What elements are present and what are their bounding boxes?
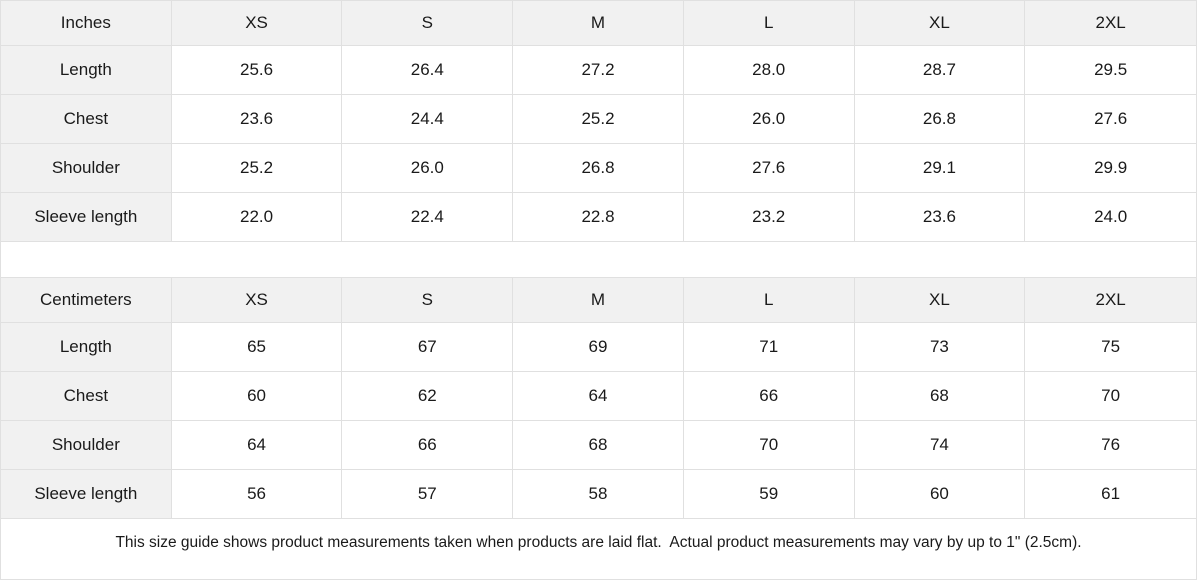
measurement-cell: 27.2 (513, 46, 684, 95)
measurement-cell: 26.8 (513, 144, 684, 193)
measurement-cell: 59 (683, 470, 855, 519)
unit-header: Inches (1, 1, 172, 46)
measurement-cell: 22.0 (171, 193, 343, 242)
measurement-cell: 75 (1025, 323, 1196, 372)
measurement-cell: 26.8 (854, 95, 1026, 144)
measurement-cell: 64 (513, 372, 684, 421)
table-spacer (1, 242, 1196, 278)
measurement-cell: 58 (513, 470, 684, 519)
size-column-header: S (342, 1, 514, 46)
measurement-cell: 61 (1025, 470, 1196, 519)
row-label: Length (1, 323, 172, 372)
measurement-cell: 60 (854, 470, 1026, 519)
row-label: Length (1, 46, 172, 95)
measurement-cell: 26.0 (683, 95, 855, 144)
measurement-cell: 26.4 (342, 46, 514, 95)
measurement-cell: 62 (342, 372, 514, 421)
measurement-cell: 69 (513, 323, 684, 372)
size-column-header: L (683, 1, 855, 46)
measurement-cell: 70 (1025, 372, 1196, 421)
measurement-cell: 76 (1025, 421, 1196, 470)
unit-header: Centimeters (1, 278, 172, 323)
size-column-header: M (513, 1, 684, 46)
measurement-cell: 73 (854, 323, 1026, 372)
measurement-cell: 25.6 (171, 46, 343, 95)
size-column-header: XL (854, 278, 1026, 323)
measurement-cell: 29.9 (1025, 144, 1196, 193)
measurement-cell: 56 (171, 470, 343, 519)
measurement-cell: 66 (342, 421, 514, 470)
row-label: Sleeve length (1, 193, 172, 242)
size-column-header: M (513, 278, 684, 323)
row-label: Shoulder (1, 144, 172, 193)
measurement-cell: 24.4 (342, 95, 514, 144)
measurement-cell: 22.4 (342, 193, 514, 242)
measurement-cell: 23.6 (171, 95, 343, 144)
row-label: Chest (1, 95, 172, 144)
measurement-cell: 64 (171, 421, 343, 470)
measurement-cell: 70 (683, 421, 855, 470)
size-table-centimeters: Centimeters XS S M L XL 2XL Length 65 67 69 71 73 75 C… (1, 278, 1196, 519)
size-column-header: 2XL (1025, 1, 1196, 46)
measurement-cell: 22.8 (513, 193, 684, 242)
measurement-cell: 28.7 (854, 46, 1026, 95)
size-table-inches: Inches XS S M L XL 2XL Length 25.6 26.4 27.2 28.0 28… (1, 1, 1196, 242)
size-column-header: XL (854, 1, 1026, 46)
measurement-cell: 60 (171, 372, 343, 421)
measurement-cell: 24.0 (1025, 193, 1196, 242)
measurement-cell: 74 (854, 421, 1026, 470)
measurement-cell: 27.6 (683, 144, 855, 193)
measurement-cell: 25.2 (171, 144, 343, 193)
measurement-cell: 67 (342, 323, 514, 372)
size-column-header: XS (171, 1, 343, 46)
row-label: Sleeve length (1, 470, 172, 519)
measurement-cell: 29.5 (1025, 46, 1196, 95)
measurement-cell: 23.6 (854, 193, 1026, 242)
measurement-cell: 68 (513, 421, 684, 470)
measurement-cell: 66 (683, 372, 855, 421)
measurement-cell: 26.0 (342, 144, 514, 193)
measurement-cell: 23.2 (683, 193, 855, 242)
measurement-cell: 25.2 (513, 95, 684, 144)
size-column-header: 2XL (1025, 278, 1196, 323)
row-label: Shoulder (1, 421, 172, 470)
size-column-header: S (342, 278, 514, 323)
measurement-cell: 57 (342, 470, 514, 519)
measurement-cell: 71 (683, 323, 855, 372)
measurement-disclaimer: This size guide shows product measuremen… (1, 519, 1196, 567)
measurement-cell: 27.6 (1025, 95, 1196, 144)
measurement-cell: 28.0 (683, 46, 855, 95)
measurement-cell: 68 (854, 372, 1026, 421)
row-label: Chest (1, 372, 172, 421)
size-column-header: L (683, 278, 855, 323)
measurement-cell: 29.1 (854, 144, 1026, 193)
size-column-header: XS (171, 278, 343, 323)
measurement-cell: 65 (171, 323, 343, 372)
